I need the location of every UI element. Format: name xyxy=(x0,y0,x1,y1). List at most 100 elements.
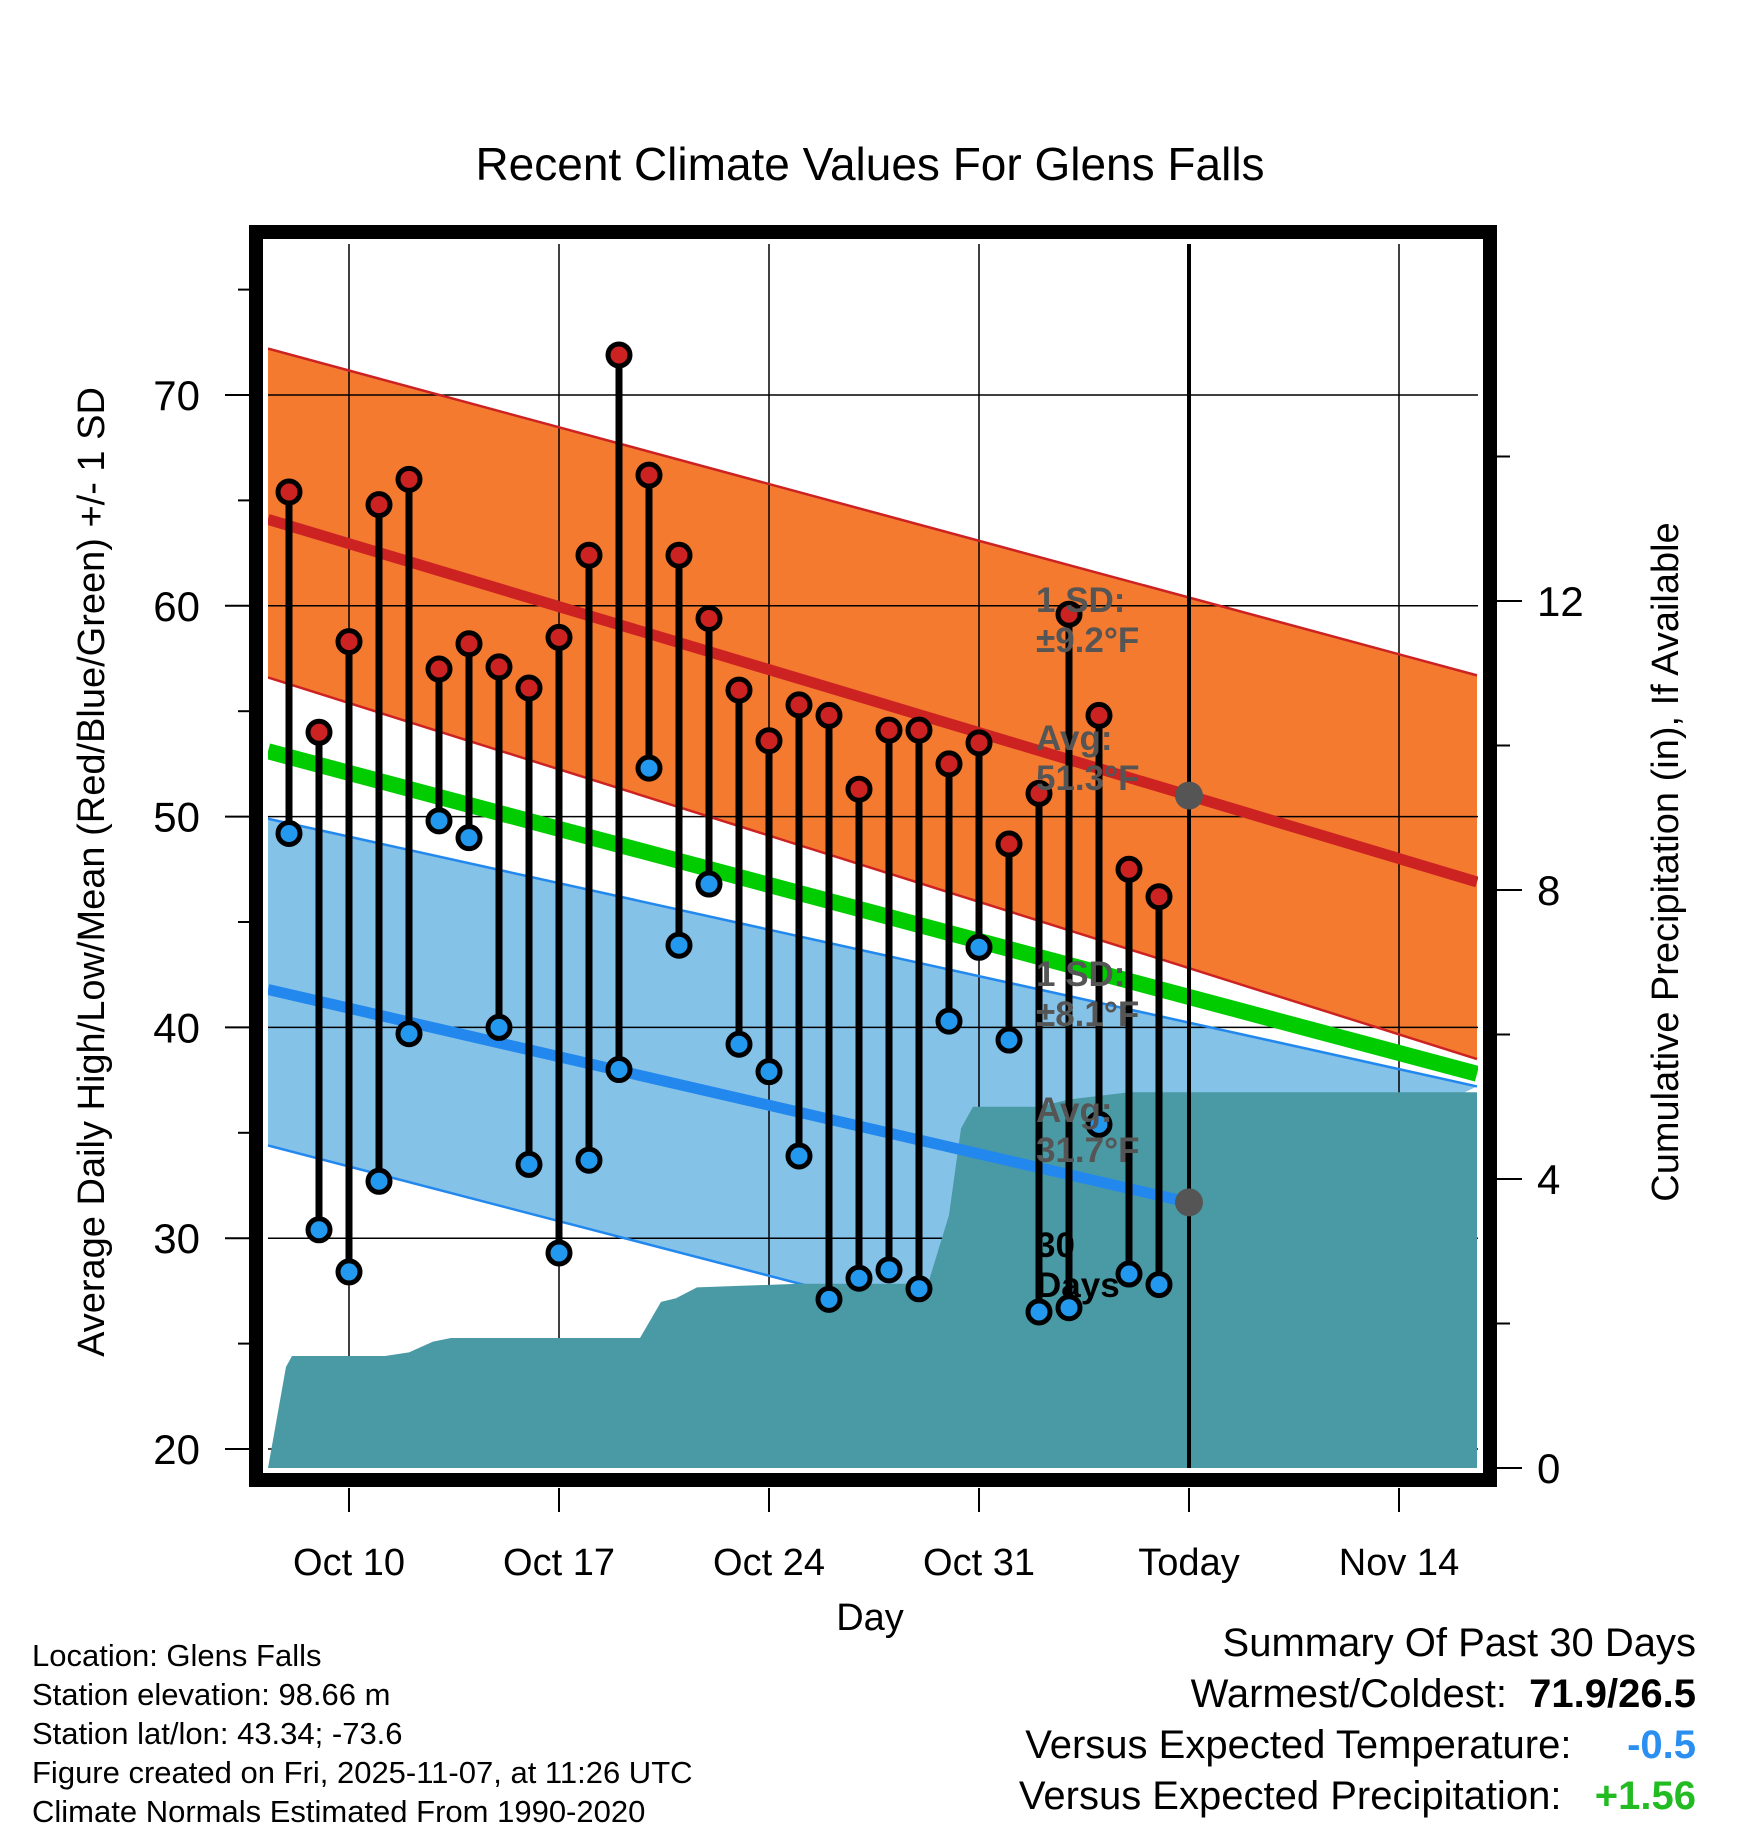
observed-high-point xyxy=(905,716,933,744)
observed-high-point xyxy=(995,830,1023,858)
annotation-top-text: 1 SD: xyxy=(1036,581,1125,620)
y2-tick-label: 0 xyxy=(1537,1445,1560,1492)
y-tick-label: 30 xyxy=(153,1215,200,1262)
low-sd-edge-line xyxy=(268,817,1478,1088)
observed-high-point xyxy=(605,341,633,369)
y-tick-label: 20 xyxy=(153,1426,200,1473)
plot-clip-group xyxy=(268,244,1478,1468)
observed-low-point xyxy=(515,1150,543,1178)
observed-high-point xyxy=(545,623,573,651)
observed-low-point xyxy=(425,807,453,835)
normals-text: Climate Normals Estimated From 1990-2020 xyxy=(32,1794,646,1829)
observed-low-point xyxy=(335,1258,363,1286)
observed-high-point xyxy=(935,750,963,778)
observed-low-point xyxy=(965,933,993,961)
observed-low-point xyxy=(1055,1294,1083,1322)
observed-low-point xyxy=(395,1020,423,1048)
elevation-text: Station elevation: 98.66 m xyxy=(32,1677,391,1712)
summary-title: Summary Of Past 30 Days xyxy=(1222,1621,1696,1665)
y2-tick-label: 12 xyxy=(1537,578,1584,625)
observed-high-point xyxy=(305,718,333,746)
observed-low-point xyxy=(755,1058,783,1086)
observed-high-point xyxy=(875,716,903,744)
observed-high-point xyxy=(335,628,363,656)
observed-low-point xyxy=(1115,1260,1143,1288)
observed-high-point xyxy=(1145,883,1173,911)
chart-title: Recent Climate Values For Glens Falls xyxy=(475,138,1264,190)
summary-panel: Summary Of Past 30 Days Warmest/Coldest:… xyxy=(1019,1618,1696,1822)
y-axis-label: Average Daily High/Low/Mean (Red/Blue/Gr… xyxy=(71,387,113,1357)
warm-cold-label: Warmest/Coldest: xyxy=(1190,1672,1507,1716)
annotation-bottom-text: Days xyxy=(1036,1266,1120,1305)
observed-low-point xyxy=(905,1275,933,1303)
x-tick-label: Nov 14 xyxy=(1339,1542,1459,1584)
observed-low-point xyxy=(1025,1298,1053,1326)
x-tick-label: Oct 17 xyxy=(503,1542,615,1584)
today-normal-low-marker xyxy=(1175,1188,1203,1217)
location-text: Location: Glens Falls xyxy=(32,1638,322,1673)
observed-low-point xyxy=(815,1285,843,1313)
observed-high-point xyxy=(485,653,513,681)
summary-temp: Versus Expected Temperature: -0.5 xyxy=(1019,1720,1696,1771)
observed-high-point xyxy=(1085,701,1113,729)
observed-low-point xyxy=(845,1264,873,1292)
observed-low-point xyxy=(575,1146,603,1174)
y2-tick-label: 4 xyxy=(1537,1156,1560,1203)
precipitation-area xyxy=(268,1092,1477,1468)
annotation-top-text: Avg: xyxy=(1036,1091,1112,1130)
observed-low-point xyxy=(635,754,663,782)
y2-tick-label: 8 xyxy=(1537,867,1560,914)
observed-high-point xyxy=(635,461,663,489)
observed-low-point xyxy=(695,870,723,898)
observed-high-point xyxy=(965,729,993,757)
observed-high-point xyxy=(1055,600,1083,628)
observed-high-point xyxy=(785,691,813,719)
observed-high-point xyxy=(665,541,693,569)
observed-low-point xyxy=(665,931,693,959)
observed-high-point xyxy=(275,478,303,506)
annotation-bottom-text: ±9.2°F xyxy=(1036,621,1139,660)
observed-low-point xyxy=(605,1056,633,1084)
y-tick-label: 70 xyxy=(153,372,200,419)
x-tick-label: Oct 24 xyxy=(713,1542,825,1584)
observed-high-point xyxy=(1115,855,1143,883)
precip-value: +1.56 xyxy=(1594,1774,1696,1818)
observed-high-point xyxy=(1025,779,1053,807)
observed-high-point xyxy=(425,655,453,683)
annotation-top-text: Avg: xyxy=(1036,719,1112,758)
normal-high-line xyxy=(268,514,1478,888)
observed-low-point xyxy=(455,824,483,852)
observed-high-point xyxy=(575,541,603,569)
observed-high-point xyxy=(455,630,483,658)
observed-low-point xyxy=(725,1030,753,1058)
x-tick-label: Today xyxy=(1138,1542,1239,1584)
station-info: Location: Glens Falls Station elevation:… xyxy=(32,1636,693,1831)
observed-high-point xyxy=(725,676,753,704)
annotation-top-text: 30 xyxy=(1036,1226,1075,1265)
summary-warm-cold: Warmest/Coldest: 71.9/26.5 xyxy=(1019,1669,1696,1720)
x-tick-label: Oct 10 xyxy=(293,1542,405,1584)
y-tick-label: 60 xyxy=(153,583,200,630)
observed-high-point xyxy=(395,465,423,493)
observed-low-point xyxy=(875,1256,903,1284)
y-tick-label: 40 xyxy=(153,1004,200,1051)
observed-low-point xyxy=(545,1239,573,1267)
observed-high-point xyxy=(515,674,543,702)
latlon-text: Station lat/lon: 43.34; -73.6 xyxy=(32,1716,403,1751)
observed-low-point xyxy=(1085,1110,1113,1138)
observed-low-point xyxy=(305,1216,333,1244)
observed-high-point xyxy=(815,701,843,729)
observed-low-point xyxy=(1145,1271,1173,1299)
annotation-top-text: 1 SD: xyxy=(1036,955,1125,994)
temp-value: -0.5 xyxy=(1627,1723,1696,1767)
observed-high-point xyxy=(755,727,783,755)
x-tick-label: Oct 31 xyxy=(923,1542,1035,1584)
annotation-bottom-text: 31.7°F xyxy=(1036,1131,1140,1170)
today-normal-high-marker xyxy=(1175,781,1203,810)
warm-cold-value: 71.9/26.5 xyxy=(1529,1672,1696,1716)
observed-high-point xyxy=(365,491,393,519)
observed-low-point xyxy=(935,1007,963,1035)
y2-axis-label: Cumulative Precipitation (in), If Availa… xyxy=(1645,522,1687,1201)
